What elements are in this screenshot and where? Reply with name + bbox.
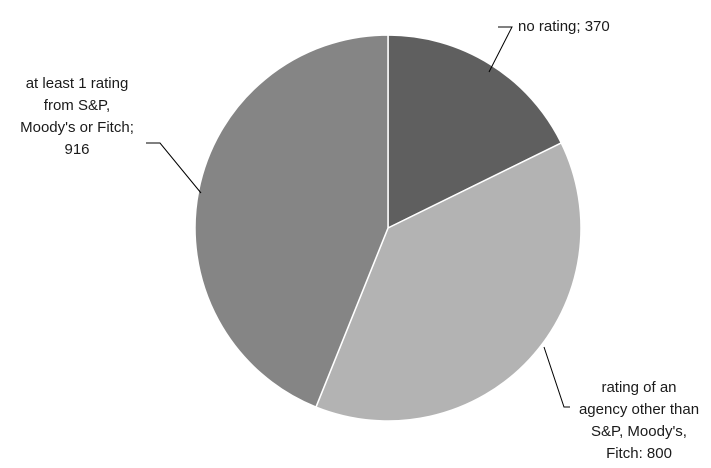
pie-slice-at-least-1-rating-from-s-p-moody-s-or-fitch <box>194 34 389 409</box>
leader-line-at-least-1-rating-from-s-p-moody-s-or-fitch <box>146 142 202 194</box>
slice-label-no-rating: no rating; 370 <box>518 18 610 35</box>
slice-label-line: rating of an <box>601 379 676 396</box>
slice-label-line: Fitch: 800 <box>606 445 672 462</box>
slice-label-line: 916 <box>64 141 89 158</box>
slice-label-line: Moody's or Fitch; <box>20 119 134 136</box>
slice-label-rating-of-an-agency-other-than-s-p-moody-s-fitch: rating of an agency other than S&P, Moody'… <box>579 379 699 462</box>
slice-label-line: agency other than <box>579 401 699 418</box>
slice-label-at-least-1-rating-from-s-p-moody-s-or-fitch: at least 1 rating from S&P, Moody's or Fit… <box>20 75 134 158</box>
leader-lines <box>146 26 570 408</box>
slice-label-line: no rating; 370 <box>518 18 610 35</box>
leader-line-rating-of-an-agency-other-than-s-p-moody-s-fitch <box>543 346 570 408</box>
slice-label-line: from S&P, <box>44 97 110 114</box>
slice-labels: no rating; 370 rating of an agency other t… <box>20 18 699 462</box>
leader-line-no-rating <box>488 26 513 73</box>
pie-slices <box>194 34 582 422</box>
pie-slice-rating-of-an-agency-other-than-s-p-moody-s-fitch <box>314 141 582 422</box>
slice-label-line: S&P, Moody's, <box>591 423 687 440</box>
slice-label-line: at least 1 rating <box>26 75 129 92</box>
pie-slice-no-rating <box>387 34 563 230</box>
